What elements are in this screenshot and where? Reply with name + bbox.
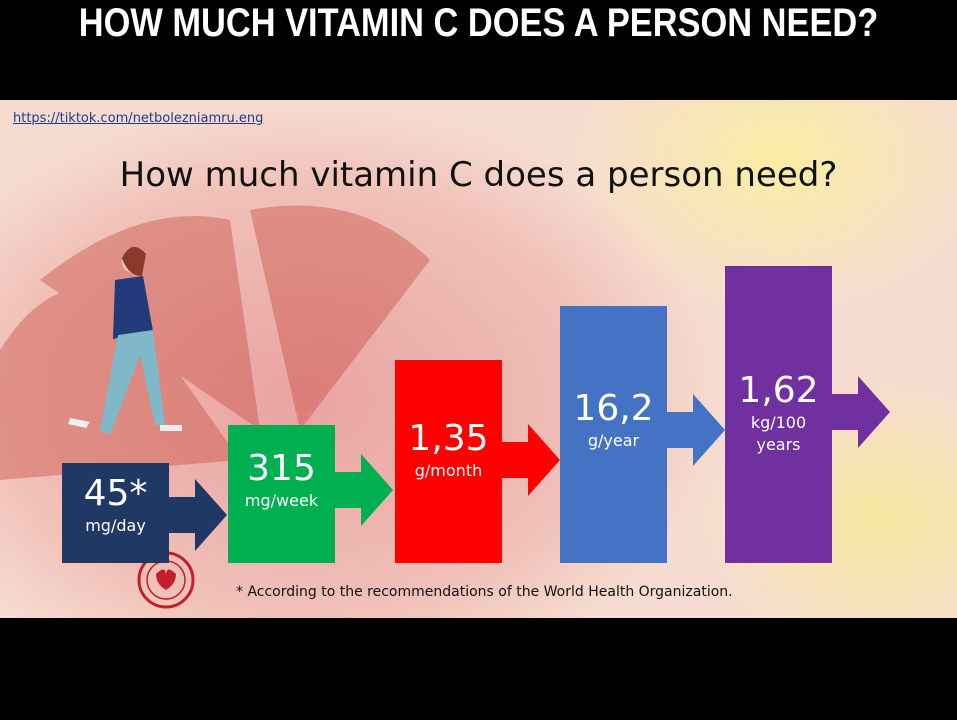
- woman-figure: [68, 246, 182, 435]
- step-arrow: [333, 454, 393, 526]
- slide: https://tiktok.com/netbolezniamru.eng Ho…: [0, 100, 957, 618]
- step-arrow: [830, 376, 890, 448]
- step-value: 16,2: [573, 388, 654, 429]
- step-arrow: [665, 394, 725, 466]
- step-arrow: [500, 424, 560, 496]
- decor: [0, 205, 890, 609]
- slide-title: How much vitamin C does a person need?: [119, 155, 838, 195]
- step-arrow: [167, 479, 227, 551]
- banner-title: HOW MUCH VITAMIN C DOES A PERSON NEED?: [66, 0, 891, 100]
- step-box: 45* mg/day: [62, 463, 169, 563]
- step-unit: g/year: [587, 431, 640, 450]
- footnote: * According to the recommendations of th…: [236, 584, 733, 600]
- step-unit: mg/week: [244, 491, 319, 510]
- step-value: 1,35: [408, 418, 489, 459]
- step-value: 1,62: [738, 370, 819, 411]
- step-box: 1,62 kg/100 years: [725, 266, 832, 563]
- step-unit: g/month: [414, 461, 483, 480]
- fruit-segments: [0, 205, 430, 480]
- step-unit: mg/day: [85, 516, 146, 535]
- step-unit: kg/100 years: [750, 413, 807, 454]
- step-value: 45*: [83, 473, 148, 514]
- step-value: 315: [247, 448, 316, 489]
- source-link[interactable]: https://tiktok.com/netbolezniamru.eng: [13, 111, 264, 126]
- step-box: 1,35 g/month: [395, 360, 502, 563]
- step-box: 315 mg/week: [228, 425, 335, 563]
- step-box: 16,2 g/year: [560, 306, 667, 563]
